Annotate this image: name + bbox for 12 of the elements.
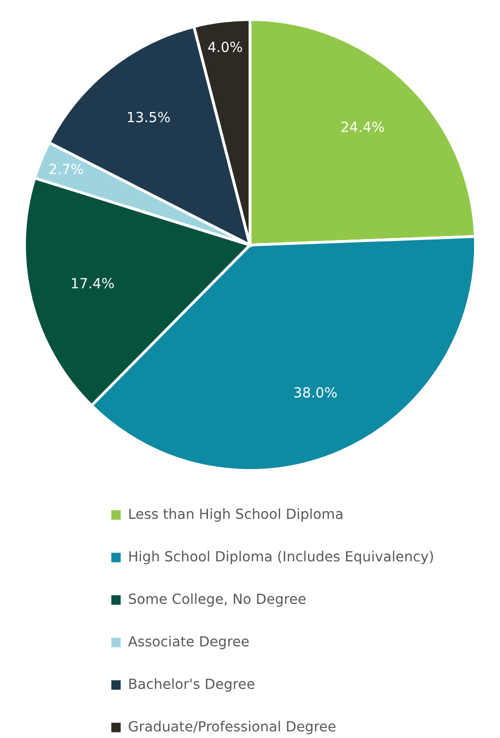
legend-label: Graduate/Professional Degree xyxy=(128,720,336,734)
legend-label: Associate Degree xyxy=(128,636,249,650)
data-label: 2.7% xyxy=(50,164,84,174)
legend-label: Bachelor's Degree xyxy=(129,678,254,692)
legend-label: Less than High School Diploma xyxy=(129,508,342,522)
data-label: 24.4% xyxy=(342,122,384,132)
legend-label: Some College, No Degree xyxy=(128,593,306,607)
data-label: 38.0% xyxy=(294,387,337,398)
legend-label: High School Diploma (Includes Equivalency) xyxy=(129,550,433,564)
data-label: 17.4% xyxy=(72,278,114,288)
data-label: 4.0% xyxy=(208,42,242,52)
data-label: 13.5% xyxy=(128,112,170,122)
